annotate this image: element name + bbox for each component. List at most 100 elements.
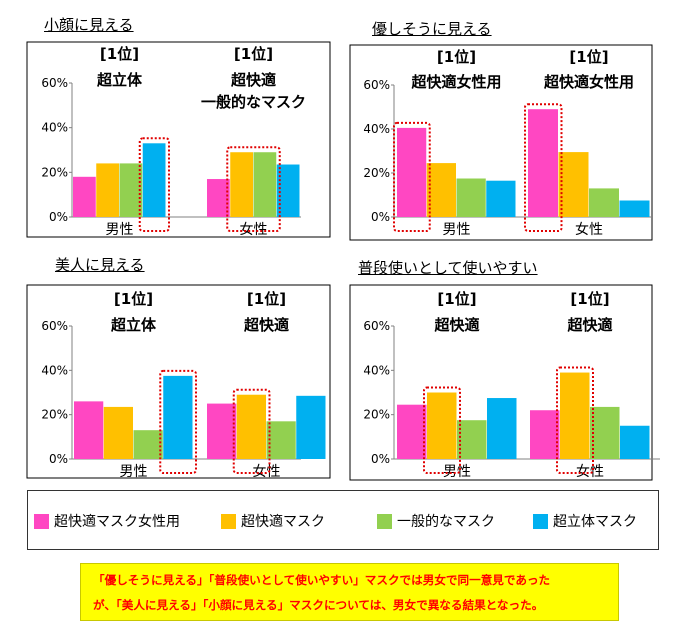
bar [296,395,326,459]
y-tick-label: 40% [363,122,390,136]
y-tick-label: 0% [49,210,68,224]
y-tick-label: 60% [41,319,68,333]
top-rank-annotation: 超快適 [243,316,289,334]
top-rank-annotation: [1位] [570,290,609,308]
top-rank-annotation: [1位] [437,290,476,308]
legend-swatch-1 [34,513,49,529]
top-rank-annotation: [1位] [100,45,139,63]
x-category-label: 女性 [240,221,268,238]
bar [253,152,277,217]
bar [119,163,143,217]
legend-item-3: 一般的なマスク [377,512,495,530]
y-tick-label: 40% [363,363,390,377]
bar [457,420,487,459]
legend-label-3: 一般的なマスク [397,514,495,530]
highlight-box [393,121,431,232]
legend-label-2: 超快適マスク [241,514,325,530]
bar [103,406,133,459]
y-tick-label: 60% [363,78,390,92]
y-tick-label: 20% [363,166,390,180]
x-category-label: 女性 [576,463,604,480]
highlight-box [423,386,461,474]
highlight-box [159,369,197,474]
top-rank-annotation: [1位] [247,290,286,308]
top-rank-annotation: 超快適女性用 [410,73,501,91]
bar [530,410,560,459]
y-tick-label: 0% [49,452,68,466]
highlight-box [226,146,281,233]
bar [528,109,558,217]
bar [207,179,230,217]
bar [426,163,456,217]
legend-item-1: 超快適マスク女性用 [34,512,180,530]
bar [73,176,96,217]
top-rank-annotation: [1位] [234,45,273,63]
top-rank-annotation: 超快適 [433,316,479,334]
y-tick-label: 20% [41,165,68,179]
bar [487,398,517,459]
y-tick-label: 0% [371,452,390,466]
bar [163,375,193,459]
top-rank-annotation: 超立体 [96,71,143,89]
bar [207,403,237,459]
bar [142,143,166,217]
bar [560,372,590,459]
bar [236,394,266,459]
y-tick-label: 40% [41,363,68,377]
bar [558,152,589,217]
bar [589,188,619,217]
y-tick-label: 0% [371,210,390,224]
bar [230,152,253,217]
legend-swatch-2 [221,513,236,529]
bar [266,421,296,459]
bar [96,163,119,217]
summary-note-line-1: 「優しそうに見える」「普段使いとして使いやすい」マスクでは男女で同一意見であった [93,573,551,587]
bar [397,127,427,217]
chart-title-1: 小顔に見える [44,16,134,34]
bar [276,164,300,217]
top-rank-annotation: 超快適女性用 [543,73,634,91]
x-category-label: 男性 [106,222,134,238]
y-tick-label: 60% [41,76,68,90]
top-rank-annotation: 超立体 [110,316,157,334]
bar [456,178,486,217]
bar [590,406,620,459]
chart-title-4: 普段使いとして使いやすい [358,259,538,277]
legend-item-4: 超立体マスク [533,512,637,530]
legend: 超快適マスク女性用 超快適マスク 一般的なマスク 超立体マスク [27,490,659,550]
top-rank-annotation: 超快適 [566,316,612,334]
x-category-label: 男性 [120,464,148,480]
top-rank-annotation: [1位] [114,290,153,308]
chart-title-3: 美人に見える [55,256,145,274]
bar [619,200,650,217]
legend-item-2: 超快適マスク [221,512,325,530]
y-tick-label: 40% [41,121,68,135]
x-category-label: 男性 [443,222,471,238]
top-rank-annotation: [1位] [437,48,476,66]
x-category-label: 男性 [443,464,471,480]
bar [486,180,516,217]
highlight-box [232,388,271,475]
y-tick-label: 60% [363,319,390,333]
bar [74,401,104,459]
bar [397,404,427,459]
bar [427,392,457,459]
top-rank-annotation: 超快適 [230,71,276,89]
y-tick-label: 20% [41,408,68,422]
legend-swatch-3 [377,513,392,529]
legend-label-1: 超快適マスク女性用 [54,514,180,530]
summary-note: 「優しそうに見える」「普段使いとして使いやすい」マスクでは男女で同一意見であった… [80,563,619,621]
highlight-box [556,366,594,474]
legend-label-4: 超立体マスク [553,514,637,530]
bar [133,430,163,459]
legend-swatch-4 [533,513,548,529]
summary-note-line-2: が、「美人に見える」「小顔に見える」マスクについては、男女で異なる結果となった。 [93,598,544,612]
x-category-label: 女性 [575,221,603,238]
x-category-label: 女性 [253,463,281,480]
top-rank-annotation: [1位] [569,48,608,66]
bar [620,425,650,459]
chart-title-2: 優しそうに見える [372,20,492,38]
top-rank-annotation: 一般的なマスク [201,93,306,111]
y-tick-label: 20% [363,408,390,422]
